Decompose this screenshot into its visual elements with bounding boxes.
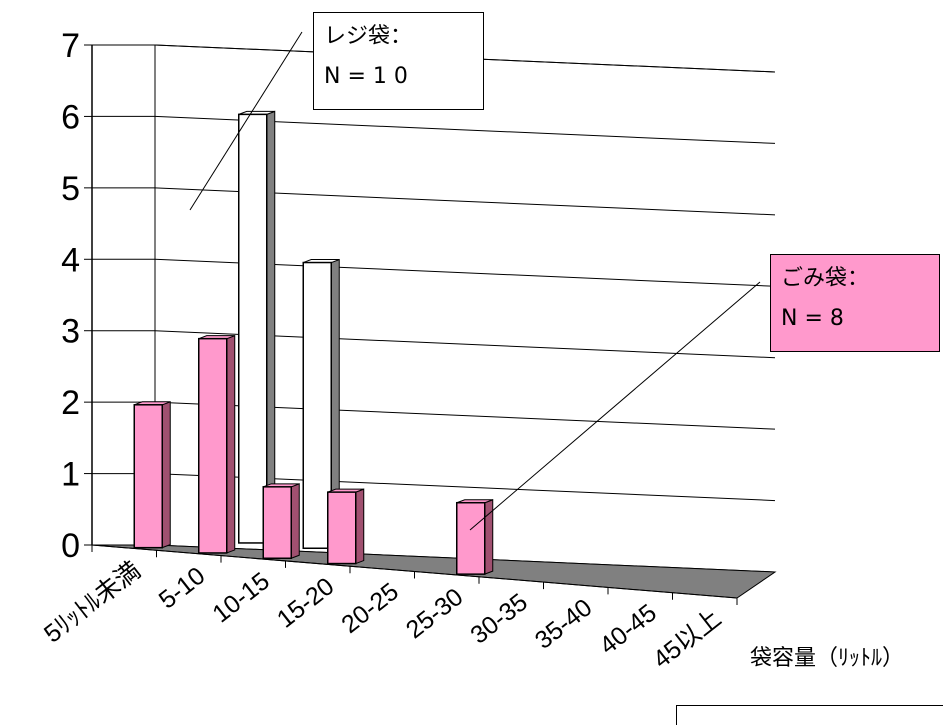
y-tick-label: 6 xyxy=(61,98,80,136)
x-tick-label: 35-40 xyxy=(530,593,598,654)
x-tick-label: 45以上 xyxy=(648,604,727,674)
y-tick-label: 0 xyxy=(61,527,80,565)
leader-line-reji xyxy=(189,31,303,211)
bar-gomi-side xyxy=(161,401,171,549)
callout-gomi-count: N = 8 xyxy=(781,306,844,331)
bar-gomi-side xyxy=(226,334,236,554)
x-tick-label: 5ﾘｯﾄﾙ未満 xyxy=(39,556,146,648)
bar-reji-front xyxy=(302,261,332,549)
callout-reji-title: レジ袋： xyxy=(324,24,413,49)
x-tick-label: 25-30 xyxy=(401,583,469,644)
bar-gomi-front xyxy=(198,337,228,554)
x-tick-label: 20-25 xyxy=(336,578,404,639)
x-axis-title: 袋容量（ﾘｯﾄﾙ） xyxy=(750,646,905,671)
bar-gomi-side xyxy=(290,483,300,559)
callout-reji-count: N = 1 0 xyxy=(324,64,408,89)
bar-gomi-side xyxy=(484,498,494,575)
bar-reji-side xyxy=(266,110,276,544)
y-tick-label: 2 xyxy=(61,384,80,422)
x-tick-label: 30-35 xyxy=(465,588,533,649)
bar-gomi-front xyxy=(456,501,486,575)
bar-gomi-front xyxy=(327,491,357,565)
callout-gomi-title: ごみ袋： xyxy=(781,266,870,291)
x-tick-label: 10-15 xyxy=(207,567,275,628)
callout-garbage-bag: ごみ袋： N = 8 xyxy=(770,254,940,352)
y-tick-label: 1 xyxy=(61,456,80,494)
bar-gomi-front xyxy=(133,404,163,549)
callout-reji-bag: レジ袋： N = 1 0 xyxy=(313,12,484,110)
legend-frame xyxy=(676,705,943,725)
x-tick-label: 15-20 xyxy=(272,572,340,633)
bar-gomi-front xyxy=(262,486,292,560)
y-tick-label: 5 xyxy=(61,170,80,208)
bar-reji-front xyxy=(238,113,268,544)
y-tick-label: 4 xyxy=(61,241,80,279)
leader-line-gomi xyxy=(469,281,761,531)
y-tick-label: 3 xyxy=(61,313,80,351)
y-tick-label: 7 xyxy=(61,27,80,65)
x-tick-label: 5-10 xyxy=(154,562,211,615)
bar-gomi-side xyxy=(355,488,365,565)
